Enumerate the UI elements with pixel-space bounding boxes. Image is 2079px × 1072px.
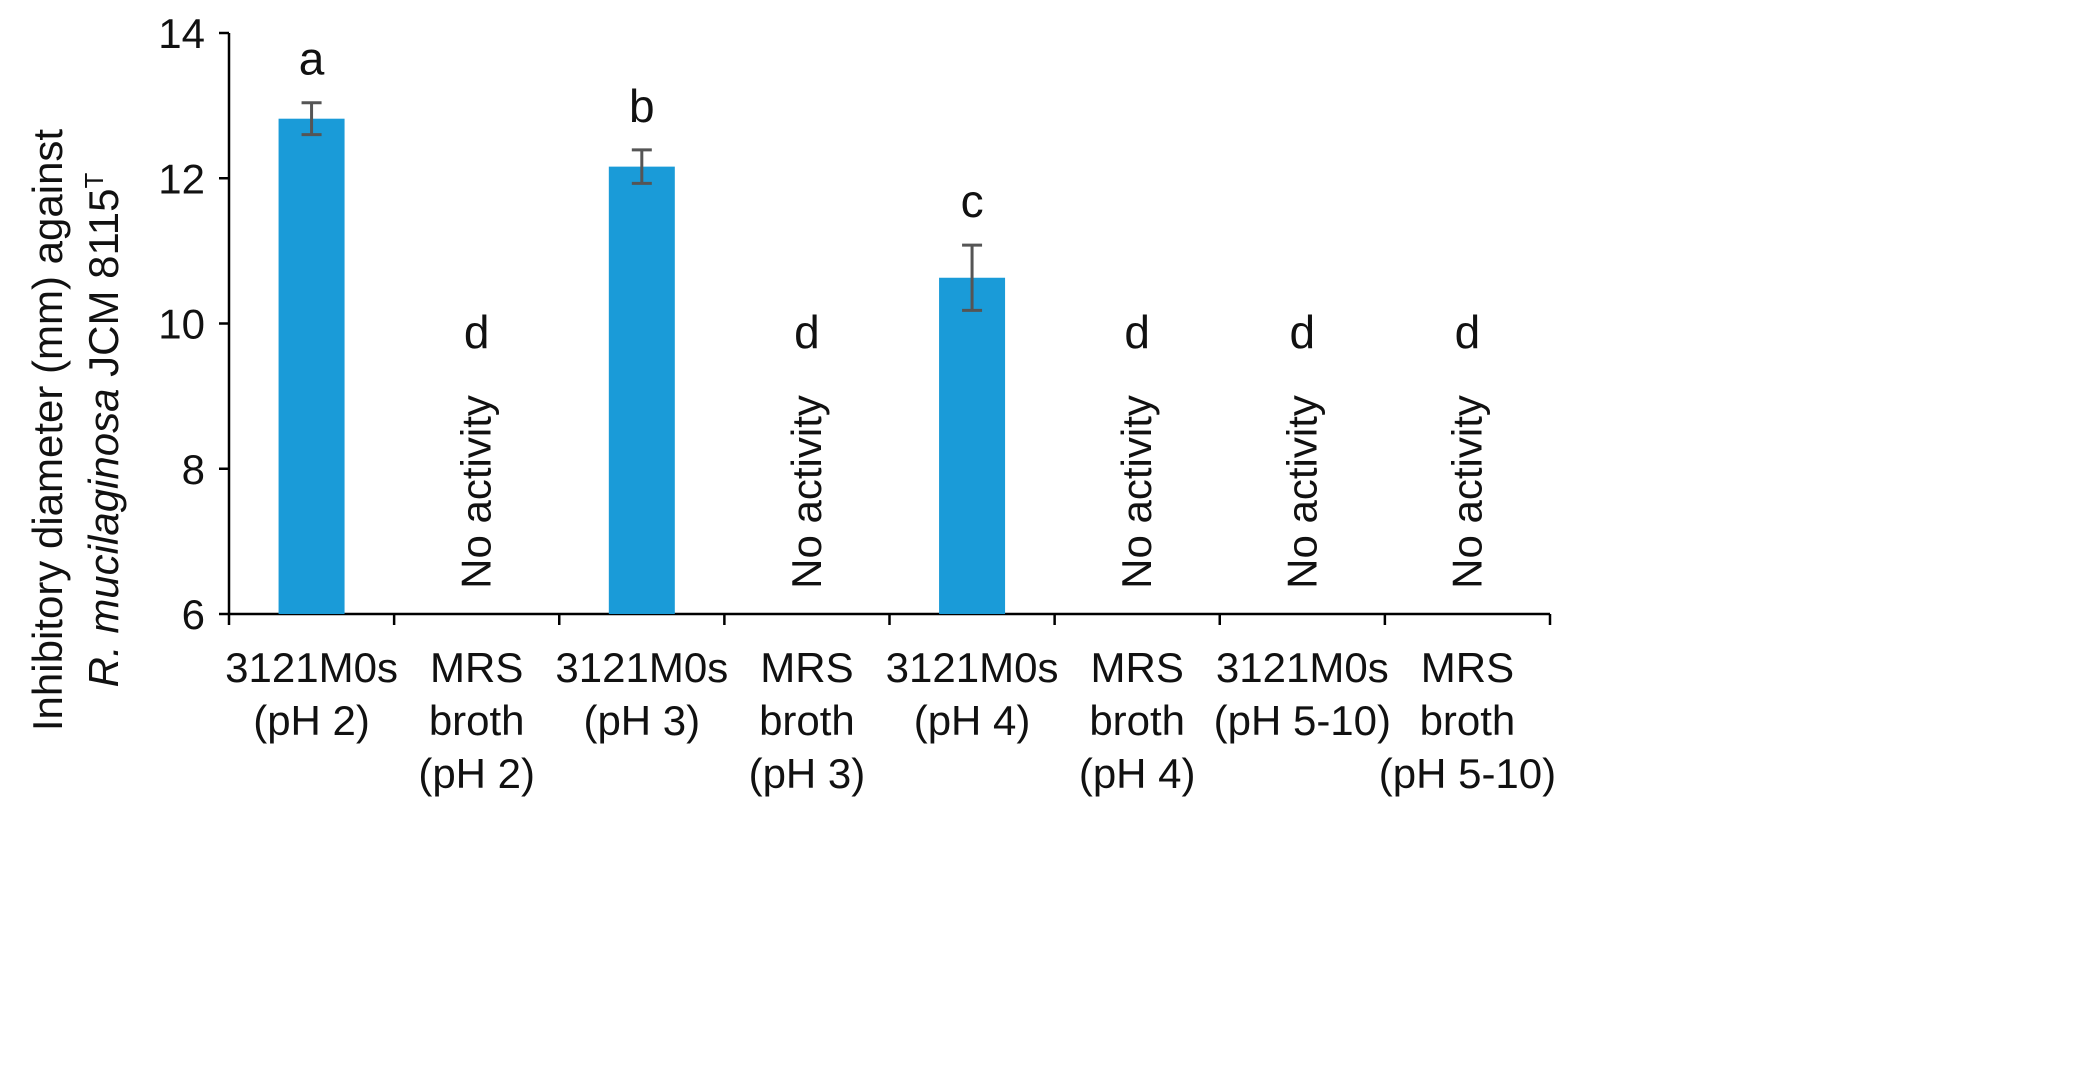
x-category-label: 3121M0s [886,644,1059,691]
bar [608,166,675,614]
significance-letter: a [299,33,325,85]
y-axis-label-superscript: T [79,173,109,189]
y-tick-label: 10 [158,301,205,348]
y-tick-label: 8 [182,446,205,493]
y-axis-label-organism: R. mucilaginosa [80,389,127,688]
x-category-label: (pH 3) [583,697,700,744]
no-activity-label: No activity [783,395,830,589]
significance-letter: d [794,306,820,358]
x-category-label: (pH 3) [749,750,866,797]
no-activity-label: No activity [1443,395,1490,589]
significance-letter: d [1124,306,1150,358]
y-tick-label: 6 [182,591,205,638]
x-category-label: (pH 5-10) [1379,750,1556,797]
x-category-label: (pH 4) [1079,750,1196,797]
x-category-label: broth [759,697,855,744]
no-activity-label: No activity [1113,395,1160,589]
significance-letter: c [961,175,984,227]
x-category-label: (pH 2) [253,697,370,744]
y-axis-label-line2: R. mucilaginosa JCM 8115T [79,173,127,688]
significance-letter: b [629,80,655,132]
chart-marks: a d No activity b d No activity c d No activity d… [278,33,1490,614]
x-category-label: broth [429,697,525,744]
x-category-label: 3121M0s [225,644,398,691]
x-category-label: 3121M0s [1216,644,1389,691]
x-category-label: broth [1420,697,1516,744]
y-axis-label-strain: JCM 8115 [80,189,127,389]
x-category-label: MRS [1421,644,1514,691]
significance-letter: d [1290,306,1316,358]
x-category-label: MRS [1091,644,1184,691]
no-activity-label: No activity [1278,395,1325,589]
bar [278,118,345,614]
x-category-label: (pH 4) [914,697,1031,744]
y-axis-label: Inhibitory diameter (mm) against R. muci… [24,129,127,732]
significance-letter: d [1455,306,1481,358]
no-activity-label: No activity [453,395,500,589]
x-category-label: 3121M0s [555,644,728,691]
x-category-label: MRS [430,644,523,691]
significance-letter: d [464,306,490,358]
x-category-label: (pH 5-10) [1214,697,1391,744]
axes: 6 8 10 12 14 3121M0s (pH 2) MRS broth (pH 2) 3121M… [158,10,1556,797]
x-category-label: broth [1089,697,1185,744]
x-category-label: MRS [760,644,853,691]
bar [939,277,1006,614]
y-tick-label: 14 [158,10,205,57]
x-category-label: (pH 2) [418,750,535,797]
y-axis-label-line1: Inhibitory diameter (mm) against [24,129,71,732]
y-tick-label: 12 [158,155,205,202]
